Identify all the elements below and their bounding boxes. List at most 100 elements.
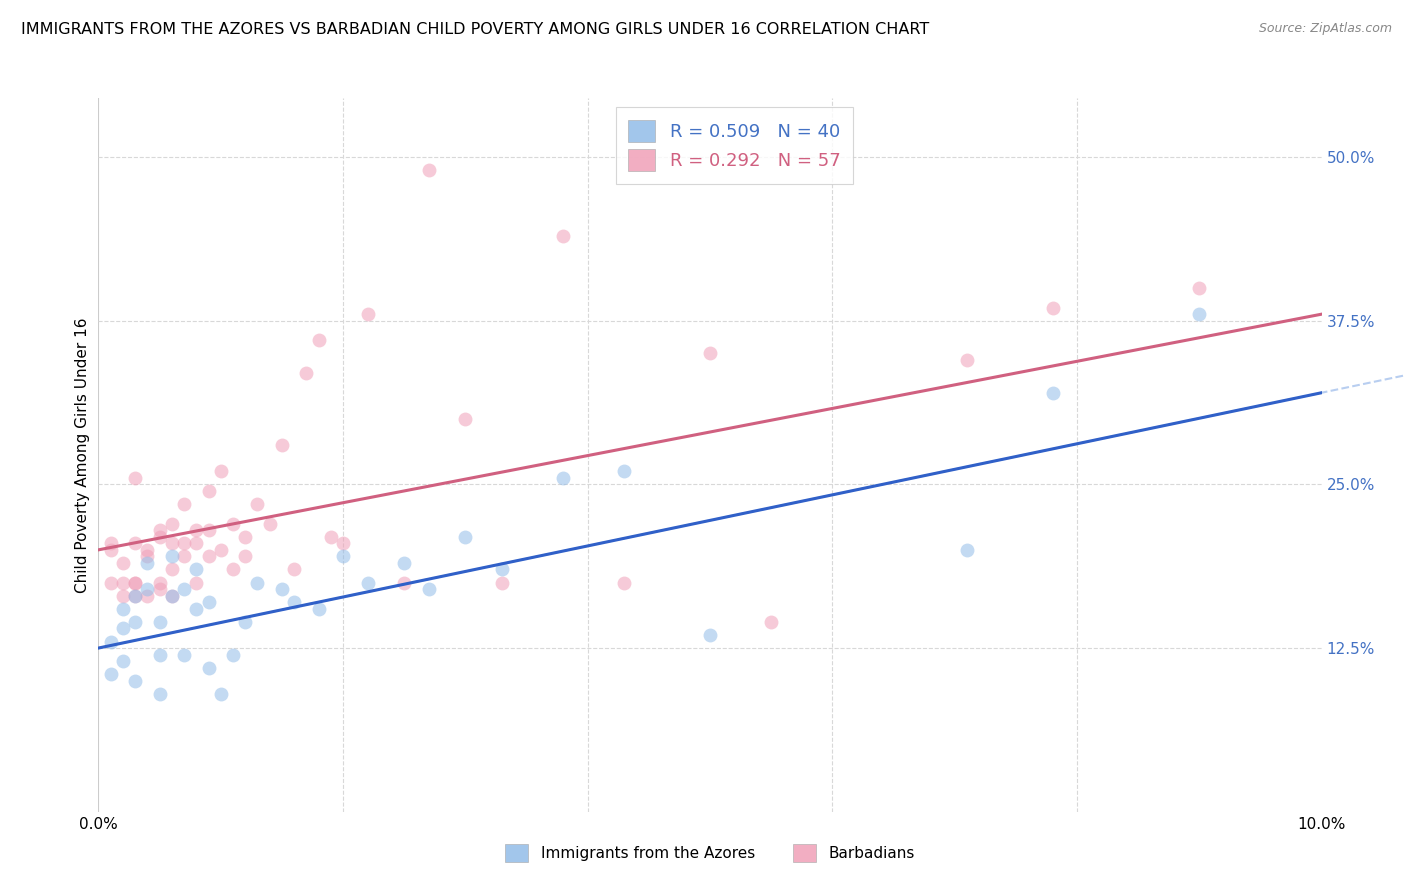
Point (197, 549, 219, 564)
Point (613, 464, 636, 478)
Point (124, 575, 146, 590)
Point (149, 648, 172, 662)
Point (308, 601, 330, 615)
Point (124, 589, 146, 603)
Point (124, 673, 146, 688)
Point (186, 536, 208, 550)
Point (111, 575, 134, 590)
Point (160, 536, 183, 550)
Point (160, 589, 183, 603)
Point (149, 523, 172, 537)
Point (454, 412, 477, 426)
Point (136, 582, 159, 596)
Point (136, 556, 159, 570)
Text: Source: ZipAtlas.com: Source: ZipAtlas.com (1258, 22, 1392, 36)
Legend: Immigrants from the Azores, Barbadians: Immigrants from the Azores, Barbadians (499, 838, 921, 868)
Point (491, 575, 513, 590)
Point (197, 523, 219, 537)
Point (233, 549, 256, 564)
Point (111, 621, 134, 635)
Point (332, 549, 354, 564)
Point (283, 595, 305, 609)
Point (1042, 301, 1064, 315)
Point (197, 661, 219, 675)
Point (173, 648, 195, 662)
Point (319, 530, 342, 544)
Point (149, 615, 172, 629)
Point (160, 589, 183, 603)
Point (124, 575, 146, 590)
Point (100, 634, 122, 648)
Point (209, 464, 232, 478)
Point (553, 228, 575, 243)
Text: IMMIGRANTS FROM THE AZORES VS BARBADIAN CHILD POVERTY AMONG GIRLS UNDER 16 CORRE: IMMIGRANTS FROM THE AZORES VS BARBADIAN … (21, 22, 929, 37)
Point (124, 615, 146, 629)
Point (613, 575, 636, 590)
Point (149, 687, 172, 701)
Point (392, 556, 416, 570)
Point (173, 497, 195, 511)
Point (111, 556, 134, 570)
Point (197, 595, 219, 609)
Point (332, 536, 354, 550)
Point (209, 687, 232, 701)
Point (553, 471, 575, 485)
Point (759, 615, 782, 629)
Point (233, 615, 256, 629)
Point (186, 601, 208, 615)
Point (124, 536, 146, 550)
Point (124, 589, 146, 603)
Point (136, 589, 159, 603)
Point (100, 536, 122, 550)
Point (160, 562, 183, 576)
Point (173, 536, 195, 550)
Point (222, 516, 245, 531)
Point (149, 582, 172, 596)
Point (136, 542, 159, 557)
Point (222, 562, 245, 576)
Point (111, 601, 134, 615)
Point (454, 530, 477, 544)
Point (173, 549, 195, 564)
Point (149, 530, 172, 544)
Point (956, 353, 979, 368)
Point (160, 549, 183, 564)
Point (270, 582, 292, 596)
Point (356, 307, 378, 321)
Point (246, 575, 269, 590)
Point (160, 516, 183, 531)
Point (209, 542, 232, 557)
Point (111, 589, 134, 603)
Point (356, 575, 378, 590)
Point (308, 334, 330, 348)
Point (956, 542, 979, 557)
Point (1188, 281, 1211, 295)
Point (491, 562, 513, 576)
Point (270, 438, 292, 452)
Point (100, 575, 122, 590)
Point (136, 549, 159, 564)
Point (124, 471, 146, 485)
Point (186, 575, 208, 590)
Point (283, 562, 305, 576)
Point (111, 654, 134, 668)
Point (100, 542, 122, 557)
Point (186, 562, 208, 576)
Point (418, 582, 440, 596)
Point (699, 628, 721, 642)
Point (246, 497, 269, 511)
Y-axis label: Child Poverty Among Girls Under 16: Child Poverty Among Girls Under 16 (75, 318, 90, 592)
Point (233, 530, 256, 544)
Point (259, 516, 281, 531)
Point (392, 575, 416, 590)
Point (149, 575, 172, 590)
Point (1042, 385, 1064, 400)
Point (173, 582, 195, 596)
Point (197, 483, 219, 498)
Point (186, 523, 208, 537)
Point (222, 648, 245, 662)
Point (418, 163, 440, 178)
Point (295, 366, 318, 380)
Point (1188, 307, 1211, 321)
Point (699, 346, 721, 360)
